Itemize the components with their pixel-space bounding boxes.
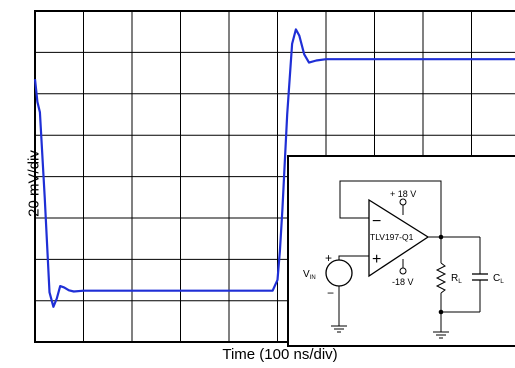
- negative-supply-terminal: [399, 267, 407, 275]
- y-axis-label: 20 mV/div: [25, 150, 43, 217]
- positive-supply-terminal: [399, 198, 407, 206]
- waveform-trace: [33, 28, 515, 308]
- opamp-plus-sign: +: [372, 251, 381, 268]
- source-ground-icon: [331, 325, 347, 333]
- plot-frame: [34, 10, 515, 343]
- cl-label: CL: [493, 273, 504, 285]
- source-minus-sign: −: [327, 286, 334, 300]
- source-plus-sign: +: [325, 251, 332, 265]
- opamp-symbol: [368, 198, 430, 278]
- input-wire: [338, 255, 369, 260]
- x-axis-label: Time (100 ns/div): [222, 346, 338, 363]
- positive-supply-label: + 18 V: [390, 189, 416, 199]
- vin-label: VIN: [303, 269, 316, 281]
- feedback-wire: [339, 180, 442, 237]
- circuit-schematic: − + TLV197-Q1 + 18 V -18 V RL CL: [287, 155, 515, 347]
- opamp-minus-sign: −: [372, 213, 381, 230]
- opamp-label: TLV197-Q1: [370, 232, 414, 242]
- negative-supply-label: -18 V: [392, 277, 414, 287]
- rl-label: RL: [451, 273, 462, 285]
- output-ground-icon: [433, 331, 449, 339]
- load-resistor: [435, 262, 447, 294]
